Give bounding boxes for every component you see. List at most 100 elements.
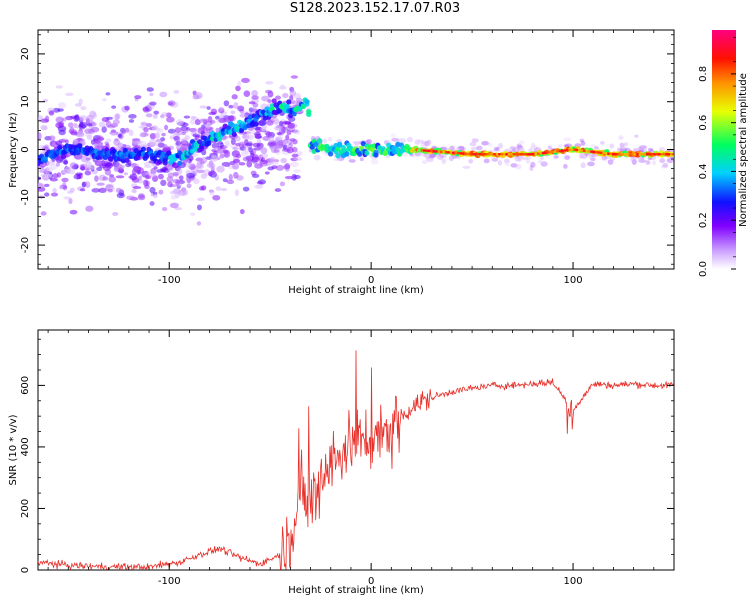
- spectrogram-blob: [64, 92, 74, 97]
- spectrogram-core: [515, 153, 518, 156]
- x-tick-label: 100: [564, 275, 583, 286]
- spectrogram-blob: [235, 153, 242, 159]
- spectrogram-blob: [174, 127, 181, 134]
- spectrogram-blob: [244, 147, 249, 154]
- spectrogram-core: [536, 152, 540, 155]
- spectrogram-blob: [477, 145, 483, 152]
- spectrogram-blob: [580, 140, 586, 146]
- spectrogram-blob: [68, 197, 73, 205]
- spectrogram-blob: [276, 132, 282, 136]
- spectrogram-blob: [131, 188, 137, 194]
- spectrogram-blob: [260, 153, 268, 159]
- spectrogram-core: [498, 153, 501, 156]
- spectrogram-blob: [530, 142, 536, 149]
- spectrogram-blob: [231, 94, 238, 100]
- spectrogram-blob: [421, 160, 428, 165]
- spectrogram-blob: [228, 104, 234, 109]
- spectrogram-core: [549, 151, 552, 154]
- spectrogram-core: [626, 153, 630, 156]
- spectrogram-blob: [359, 157, 364, 162]
- spectrogram-blob: [172, 131, 178, 136]
- y-tick-label: 20: [20, 48, 31, 61]
- spectrogram-core: [590, 150, 593, 153]
- spectrogram-blob: [516, 143, 522, 148]
- spectrogram-blob: [517, 156, 522, 163]
- spectrogram-core: [563, 149, 567, 152]
- spectrogram-blob: [73, 114, 80, 122]
- spectrogram-blob: [191, 130, 198, 134]
- spectrogram-blob: [634, 134, 639, 138]
- spectrogram-blob: [259, 160, 269, 165]
- spectrogram-blob: [430, 153, 437, 158]
- spectrogram-core: [582, 149, 586, 152]
- spectrogram-blob: [152, 194, 158, 198]
- spectrogram-core: [490, 153, 494, 156]
- spectrogram-blob: [129, 173, 138, 181]
- spectrogram-core: [631, 153, 635, 156]
- spectrogram-blob: [194, 91, 203, 99]
- x-tick-label: 100: [564, 576, 583, 587]
- spectrogram-blob: [99, 121, 106, 128]
- spectrogram-blob: [295, 97, 303, 103]
- spectrogram-blob: [251, 95, 259, 100]
- spectrogram-blob: [199, 160, 205, 165]
- spectrogram-blob: [92, 143, 98, 148]
- spectrogram-blob: [420, 140, 427, 145]
- spectrogram-core: [665, 153, 668, 156]
- spectrogram-blob: [128, 129, 134, 136]
- spectrogram-blob: [215, 186, 222, 191]
- spectrogram-blob: [131, 138, 141, 142]
- colorbar-tick-label: 0.2: [698, 212, 709, 228]
- spectrogram-ridge-blob: [206, 140, 212, 146]
- spectrogram-blob: [284, 175, 294, 180]
- spectrogram-blob: [278, 136, 283, 140]
- spectrogram-blob: [216, 147, 226, 154]
- spectrogram-blob: [487, 142, 493, 147]
- spectrogram-core: [578, 149, 581, 152]
- spectrogram-ridge-blob: [120, 154, 127, 160]
- spectrogram-blob: [245, 142, 253, 146]
- spectrogram-blob: [212, 194, 221, 201]
- spectrogram-blob: [285, 134, 290, 141]
- spectrogram-core: [565, 149, 569, 152]
- spectrogram-blob: [105, 138, 112, 143]
- spectrogram-blob: [215, 115, 220, 120]
- snr-series-line: [38, 350, 674, 570]
- spectrogram-blob: [385, 154, 391, 159]
- spectrogram-blob: [591, 154, 598, 158]
- spectrogram-blob: [178, 189, 187, 196]
- spectrogram-ridge-blob: [313, 141, 319, 148]
- spectrogram-blob: [481, 141, 489, 146]
- spectrogram-blob: [125, 162, 132, 168]
- spectrogram-blob: [215, 127, 220, 133]
- spectrogram-core: [488, 153, 492, 156]
- spectrogram-blob: [80, 155, 90, 163]
- spectrogram-blob: [38, 132, 42, 140]
- spectrogram-blob: [425, 141, 432, 147]
- spectrogram-blob: [289, 90, 297, 96]
- spectrogram-blob: [152, 114, 158, 119]
- spectrogram-blob: [149, 133, 156, 140]
- spectrogram-blob: [420, 142, 426, 148]
- spectrogram-blob: [223, 100, 230, 107]
- spectrogram-blob: [102, 176, 109, 181]
- colorbar-tick-label: 0.0: [698, 261, 709, 277]
- spectrogram-blob: [40, 124, 48, 131]
- spectrogram-blob: [96, 182, 105, 186]
- spectrogram-blob: [183, 115, 191, 119]
- spectrogram-blob: [580, 162, 586, 169]
- spectrogram-core: [580, 149, 584, 152]
- spectrogram-core: [507, 153, 511, 156]
- spectrogram-blob: [80, 165, 85, 171]
- snr-axes: -100 0 100 0 200 400 600: [20, 330, 675, 587]
- spectrogram-blob: [95, 135, 104, 142]
- spectrogram-blob: [94, 160, 104, 167]
- spectrogram-blob: [523, 157, 528, 161]
- spectrogram-blob: [515, 164, 522, 170]
- spectrogram-blob: [252, 158, 258, 165]
- spectrogram-blob: [149, 101, 157, 106]
- spectrogram-blob: [609, 143, 615, 149]
- spectrogram-ridge-blob: [404, 143, 410, 150]
- spectrogram-blob: [137, 194, 146, 201]
- spectrogram-blob: [114, 163, 123, 170]
